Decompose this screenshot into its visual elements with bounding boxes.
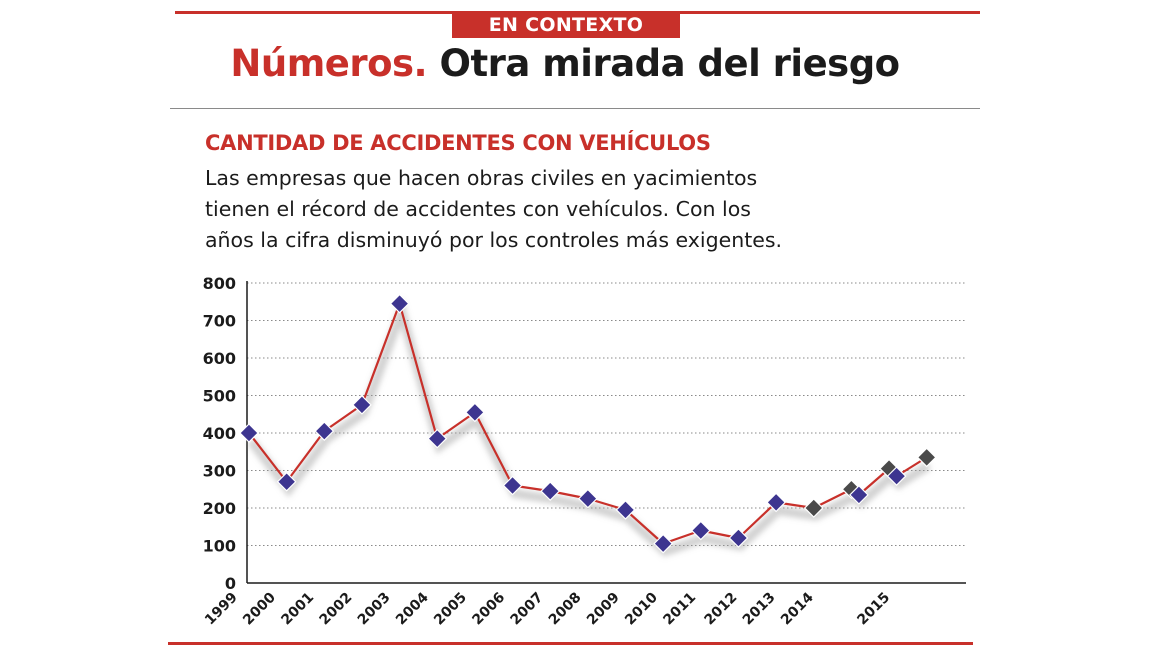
- chart-description: Las empresas que hacen obras civiles en …: [205, 166, 783, 252]
- axes: [246, 281, 966, 584]
- data-point: [728, 528, 749, 548]
- x-tick-label: 2000: [240, 589, 279, 628]
- bottom-rule: [168, 642, 973, 645]
- x-tick-labels: 1999 2000 2001 2002 2003 2004 2005 2006 2007 2008…: [202, 589, 893, 628]
- chart-title: CANTIDAD DE ACCIDENTES CON VEHÍCULOS: [205, 131, 711, 155]
- data-point: [849, 485, 869, 505]
- y-tick-label: 700: [203, 312, 236, 331]
- data-point: [239, 423, 259, 443]
- data-point: [690, 520, 711, 541]
- x-tick-label: 2015: [854, 590, 893, 629]
- headline: Números. Otra mirada del riesgo: [0, 42, 1130, 85]
- data-point: [465, 402, 485, 423]
- x-tick-label: 2006: [469, 590, 508, 629]
- series-line-shadow: [247, 297, 932, 557]
- data-point: [352, 395, 372, 415]
- x-tick-label: 2010: [622, 589, 661, 628]
- x-tick-label: 2002: [317, 590, 356, 629]
- y-tick-label: 100: [203, 537, 236, 556]
- data-point: [502, 475, 523, 496]
- section-kicker: EN CONTEXTO: [452, 12, 680, 38]
- y-tick-label: 0: [225, 574, 236, 593]
- data-point: [276, 471, 297, 492]
- y-tick-label: 600: [203, 349, 236, 368]
- x-tick-label: 2014: [778, 589, 817, 628]
- y-tick-label: 400: [203, 424, 236, 443]
- x-tick-label: 2011: [660, 590, 699, 629]
- headline-red: Números.: [230, 42, 428, 85]
- x-tick-label: 2007: [508, 590, 547, 629]
- data-point: [314, 421, 335, 441]
- data-point: [389, 293, 410, 314]
- y-tick-labels: 0 100 200 300 400 500 600 700 800: [203, 274, 236, 593]
- x-tick-label: 2001: [278, 590, 317, 629]
- data-point: [578, 488, 598, 509]
- x-tick-label: 2005: [431, 590, 470, 629]
- x-tick-label: 1999: [202, 590, 241, 629]
- y-tick-label: 500: [203, 387, 236, 406]
- header-divider: [170, 108, 980, 109]
- x-tick-label: 2013: [740, 590, 779, 629]
- markers: [239, 293, 937, 554]
- data-point: [916, 447, 937, 468]
- x-tick-label: 2003: [355, 590, 394, 629]
- y-tick-label: 800: [203, 274, 236, 293]
- data-point: [803, 498, 824, 518]
- y-tick-label: 200: [203, 499, 236, 518]
- data-point: [540, 481, 561, 501]
- data-point: [653, 533, 673, 554]
- x-tick-label: 2008: [546, 590, 585, 629]
- x-tick-label: 2004: [393, 589, 432, 628]
- x-tick-label: 2012: [702, 590, 741, 629]
- data-point: [886, 466, 907, 486]
- line-shadow: [247, 297, 932, 557]
- data-point: [766, 492, 786, 513]
- data-point: [427, 428, 448, 449]
- headline-rest: Otra mirada del riesgo: [439, 42, 900, 85]
- data-point: [615, 500, 636, 520]
- y-tick-label: 300: [203, 462, 236, 481]
- x-tick-label: 2009: [584, 590, 623, 629]
